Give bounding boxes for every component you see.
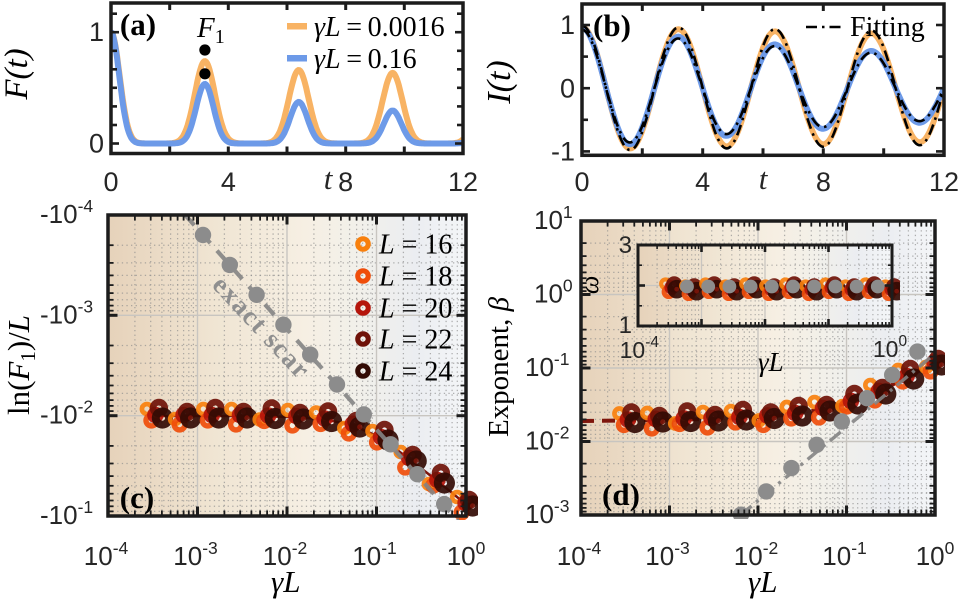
svg-text:γL: γL <box>271 564 300 599</box>
svg-text:4: 4 <box>221 167 236 197</box>
svg-text:1: 1 <box>560 10 575 40</box>
svg-text:8: 8 <box>338 167 353 197</box>
svg-text:ln(F1)/L: ln(F1)/L <box>1 315 40 415</box>
svg-text:(b): (b) <box>593 8 631 43</box>
svg-text:I(t): I(t) <box>481 60 518 104</box>
svg-text:t: t <box>759 161 769 196</box>
svg-text:10-3: 10-3 <box>525 496 569 529</box>
svg-text:γL: γL <box>748 564 777 599</box>
svg-text:-1: -1 <box>551 137 575 167</box>
svg-text:L = 24: L = 24 <box>378 357 452 388</box>
svg-text:F(t): F(t) <box>0 48 35 100</box>
svg-text:0: 0 <box>103 167 118 197</box>
svg-text:12: 12 <box>929 167 959 197</box>
svg-text:L = 18: L = 18 <box>378 262 452 293</box>
svg-text:ω: ω <box>575 276 604 294</box>
svg-text:L = 22: L = 22 <box>378 325 452 356</box>
svg-text:12: 12 <box>448 167 478 197</box>
svg-text:0: 0 <box>560 73 575 103</box>
svg-text:(c): (c) <box>120 480 154 515</box>
svg-text:8: 8 <box>816 167 831 197</box>
svg-text:1: 1 <box>619 312 632 339</box>
svg-text:Fitting: Fitting <box>850 12 925 43</box>
svg-text:γL: γL <box>758 347 784 377</box>
svg-text:L = 20: L = 20 <box>378 294 452 325</box>
svg-text:(a): (a) <box>120 7 156 42</box>
svg-text:-10-4: -10-4 <box>40 196 93 229</box>
svg-text:0: 0 <box>89 129 104 159</box>
svg-text:101: 101 <box>534 202 573 235</box>
svg-text:3: 3 <box>619 232 632 259</box>
svg-text:γL = 0.0016: γL = 0.0016 <box>314 12 445 43</box>
svg-text:(d): (d) <box>602 477 640 512</box>
svg-text:Exponent, β: Exponent, β <box>483 296 515 437</box>
svg-text:1: 1 <box>89 17 104 47</box>
svg-text:100: 100 <box>873 333 908 362</box>
svg-text:10-3: 10-3 <box>173 538 217 571</box>
svg-text:0: 0 <box>574 167 589 197</box>
svg-text:t: t <box>324 161 334 196</box>
svg-text:10-2: 10-2 <box>263 538 307 571</box>
svg-text:γL = 0.16: γL = 0.16 <box>314 44 417 75</box>
svg-text:4: 4 <box>695 167 710 197</box>
svg-text:L = 16: L = 16 <box>378 230 452 261</box>
